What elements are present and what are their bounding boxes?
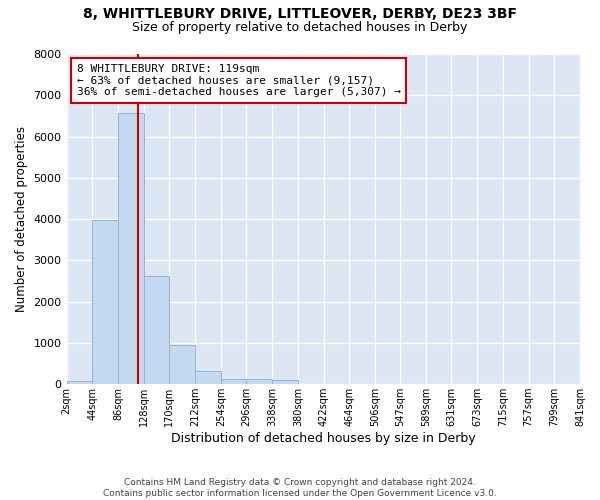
Bar xyxy=(92,220,118,384)
Bar xyxy=(67,381,92,384)
Bar xyxy=(195,372,221,384)
Text: 8 WHITTLEBURY DRIVE: 119sqm
← 63% of detached houses are smaller (9,157)
36% of : 8 WHITTLEBURY DRIVE: 119sqm ← 63% of det… xyxy=(77,64,401,97)
Bar xyxy=(221,379,247,384)
X-axis label: Distribution of detached houses by size in Derby: Distribution of detached houses by size … xyxy=(171,432,476,445)
Text: Size of property relative to detached houses in Derby: Size of property relative to detached ho… xyxy=(133,21,467,34)
Y-axis label: Number of detached properties: Number of detached properties xyxy=(15,126,28,312)
Text: 8, WHITTLEBURY DRIVE, LITTLEOVER, DERBY, DE23 3BF: 8, WHITTLEBURY DRIVE, LITTLEOVER, DERBY,… xyxy=(83,8,517,22)
Text: Contains HM Land Registry data © Crown copyright and database right 2024.
Contai: Contains HM Land Registry data © Crown c… xyxy=(103,478,497,498)
Bar xyxy=(247,379,272,384)
Bar xyxy=(169,344,195,384)
Bar xyxy=(118,112,143,384)
Bar xyxy=(272,380,298,384)
Bar xyxy=(143,276,169,384)
